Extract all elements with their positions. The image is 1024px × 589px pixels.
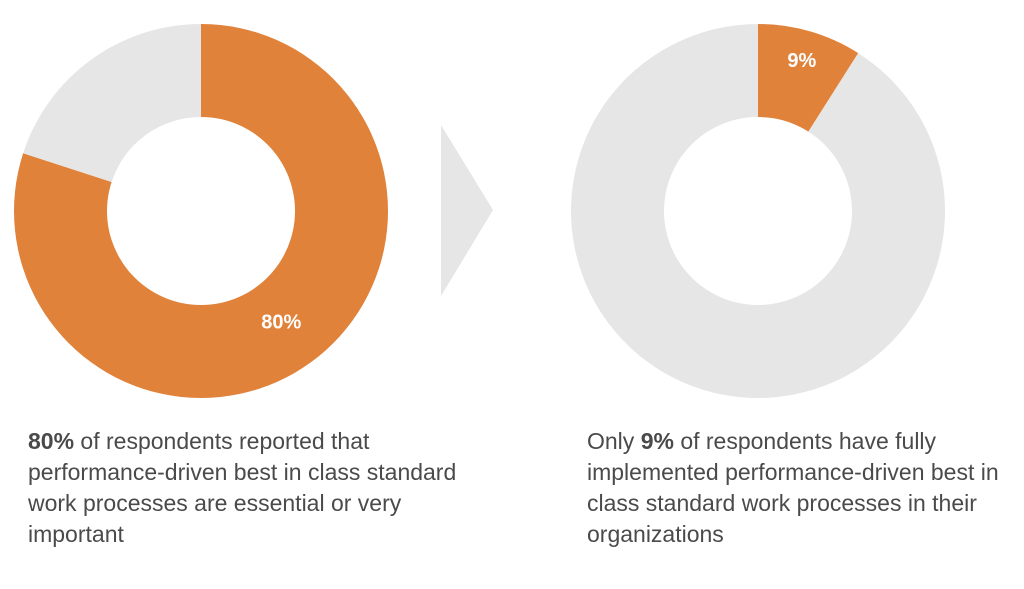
caption-left-text: of respondents reported that performance… — [28, 428, 456, 547]
donut-left-slice-label-0: 80% — [261, 311, 301, 333]
donut-chart-left: 80% — [14, 24, 388, 398]
caption-right: Only 9% of respondents have fully implem… — [587, 426, 1007, 550]
caption-left: 80% of respondents reported that perform… — [28, 426, 498, 550]
caption-left-strong: 80% — [28, 428, 74, 454]
arrow-chevron-shape — [441, 125, 493, 296]
charts-area: 80% 9% — [0, 0, 1024, 420]
donut-left-slice-1 — [23, 24, 201, 182]
donut-right-slice-1 — [571, 24, 945, 398]
caption-right-strong: 9% — [641, 428, 674, 454]
donut-right-slice-label-0: 9% — [787, 50, 816, 72]
donut-chart-right: 9% — [571, 24, 945, 398]
caption-right-prefix: Only — [587, 428, 641, 454]
